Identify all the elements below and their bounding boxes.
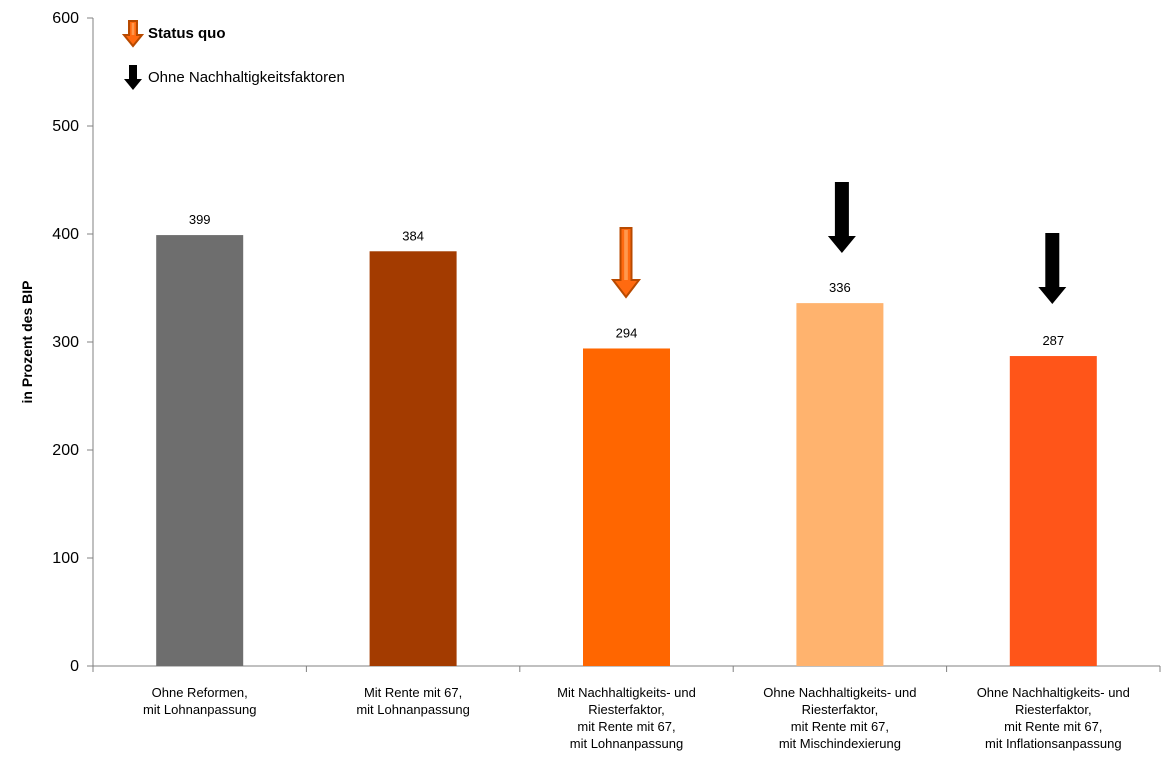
category-label-line: Mit Rente mit 67, xyxy=(364,685,462,700)
legend-black-arrow-icon xyxy=(124,65,142,90)
legend-label-status-quo: Status quo xyxy=(148,25,226,42)
category-label-line: mit Rente mit 67, xyxy=(791,719,889,734)
bar xyxy=(796,303,884,666)
category-label: Ohne Nachhaltigkeits- und Riesterfaktor, m… xyxy=(763,685,916,751)
data-label: 399 xyxy=(189,212,211,227)
legend-orange-arrow-icon xyxy=(121,20,145,48)
category-label-line: Ohne Reformen, xyxy=(152,685,248,700)
status-quo-arrow-icon xyxy=(610,227,642,299)
category-label-line: mit Lohnanpassung xyxy=(570,736,683,751)
category-label-line: Ohne Nachhaltigkeits- und xyxy=(763,685,916,700)
category-label: Ohne Nachhaltigkeits- und Riesterfaktor, m… xyxy=(977,685,1130,751)
down-arrow-icon xyxy=(827,182,856,253)
bar xyxy=(1009,356,1097,666)
bar xyxy=(583,348,670,666)
category-label: Mit Nachhaltigkeits- und Riesterfaktor, mi… xyxy=(557,685,696,751)
category-label: Ohne Reformen, mit Lohnanpassung xyxy=(143,685,256,717)
y-tick-label: 100 xyxy=(52,550,79,567)
bars xyxy=(156,235,1097,666)
category-label: Mit Rente mit 67, mit Lohnanpassung xyxy=(356,685,469,717)
labels: 399 Ohne Reformen, mit Lohnanpassung 384 Mit… xyxy=(143,212,1130,751)
y-tick-label: 0 xyxy=(70,658,79,675)
category-label-line: Ohne Nachhaltigkeits- und xyxy=(977,685,1130,700)
category-label-line: Riesterfaktor, xyxy=(588,702,665,717)
category-label-line: mit Mischindexierung xyxy=(779,736,901,751)
y-tick-label: 200 xyxy=(52,442,79,459)
category-label-line: Mit Nachhaltigkeits- und xyxy=(557,685,696,700)
category-label-line: mit Lohnanpassung xyxy=(356,702,469,717)
y-tick-label: 400 xyxy=(52,226,79,243)
bar xyxy=(156,235,244,666)
legend: Status quo Ohne Nachhaltigkeitsfaktoren xyxy=(121,20,345,90)
down-arrow-icon xyxy=(1038,233,1067,304)
bar xyxy=(369,251,457,666)
data-label: 384 xyxy=(402,228,424,243)
category-label-line: mit Lohnanpassung xyxy=(143,702,256,717)
markers xyxy=(610,182,1067,304)
data-label: 294 xyxy=(616,325,638,340)
category-label-line: Riesterfaktor, xyxy=(802,702,879,717)
category-label-line: mit Rente mit 67, xyxy=(1004,719,1102,734)
y-tick-label: 300 xyxy=(52,334,79,351)
data-label: 287 xyxy=(1042,333,1064,348)
legend-label-ohne-nachhaltigkeitsfaktoren: Ohne Nachhaltigkeitsfaktoren xyxy=(148,69,345,86)
y-tick-label: 500 xyxy=(52,118,79,135)
category-label-line: Riesterfaktor, xyxy=(1015,702,1092,717)
category-label-line: mit Rente mit 67, xyxy=(577,719,675,734)
y-tick-label: 600 xyxy=(52,10,79,27)
y-axis-title: in Prozent des BIP xyxy=(19,281,35,404)
category-label-line: mit Inflationsanpassung xyxy=(985,736,1122,751)
data-label: 336 xyxy=(829,280,851,295)
axes: 0 100 200 300 400 500 600 in Prozent des BIP xyxy=(19,10,1161,675)
